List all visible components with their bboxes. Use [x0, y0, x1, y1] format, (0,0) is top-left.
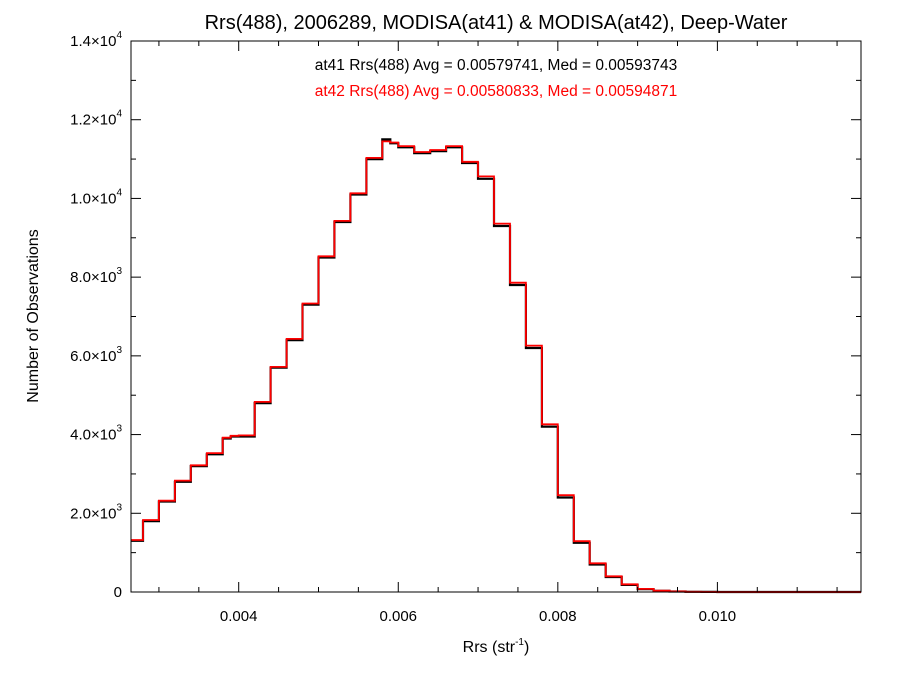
- y-tick-label: 6.0×103: [70, 345, 122, 365]
- axes: 0.004 0.006 0.008 0.010 0 2.0×103 4.0×103 6.0×1…: [70, 30, 862, 625]
- annotation-group: at41 Rrs(488) Avg = 0.00579741, Med = 0.…: [315, 57, 678, 100]
- y-tick-label: 1.4×104: [70, 30, 122, 50]
- plot-area: [131, 138, 861, 594]
- x-tick-label: 0.004: [220, 608, 258, 625]
- annotation-1: at41 Rrs(488) Avg = 0.00579741, Med = 0.…: [315, 57, 678, 74]
- y-tick-label: 0: [114, 584, 122, 601]
- y-tick-label: 4.0×103: [70, 424, 122, 444]
- x-tick-label: 0.008: [539, 608, 577, 625]
- y-axis-label: Number of Observations: [25, 229, 42, 402]
- x-axis-label: Rrs (str-1): [463, 637, 530, 656]
- x-tick-label: 0.010: [699, 608, 737, 625]
- y-tick-label: 8.0×103: [70, 266, 122, 286]
- y-tick-label: 2.0×103: [70, 502, 122, 522]
- plot-frame: [130, 40, 862, 593]
- y-tick-label: 1.2×104: [70, 109, 122, 129]
- series-line-1: [131, 138, 861, 594]
- annotation-2: at42 Rrs(488) Avg = 0.00580833, Med = 0.…: [315, 83, 678, 100]
- y-tick-label: 1.0×104: [70, 187, 122, 207]
- series-line-2: [131, 140, 861, 593]
- x-tick-label: 0.006: [379, 608, 417, 625]
- chart-title: Rrs(488), 2006289, MODISA(at41) & MODISA…: [205, 12, 788, 34]
